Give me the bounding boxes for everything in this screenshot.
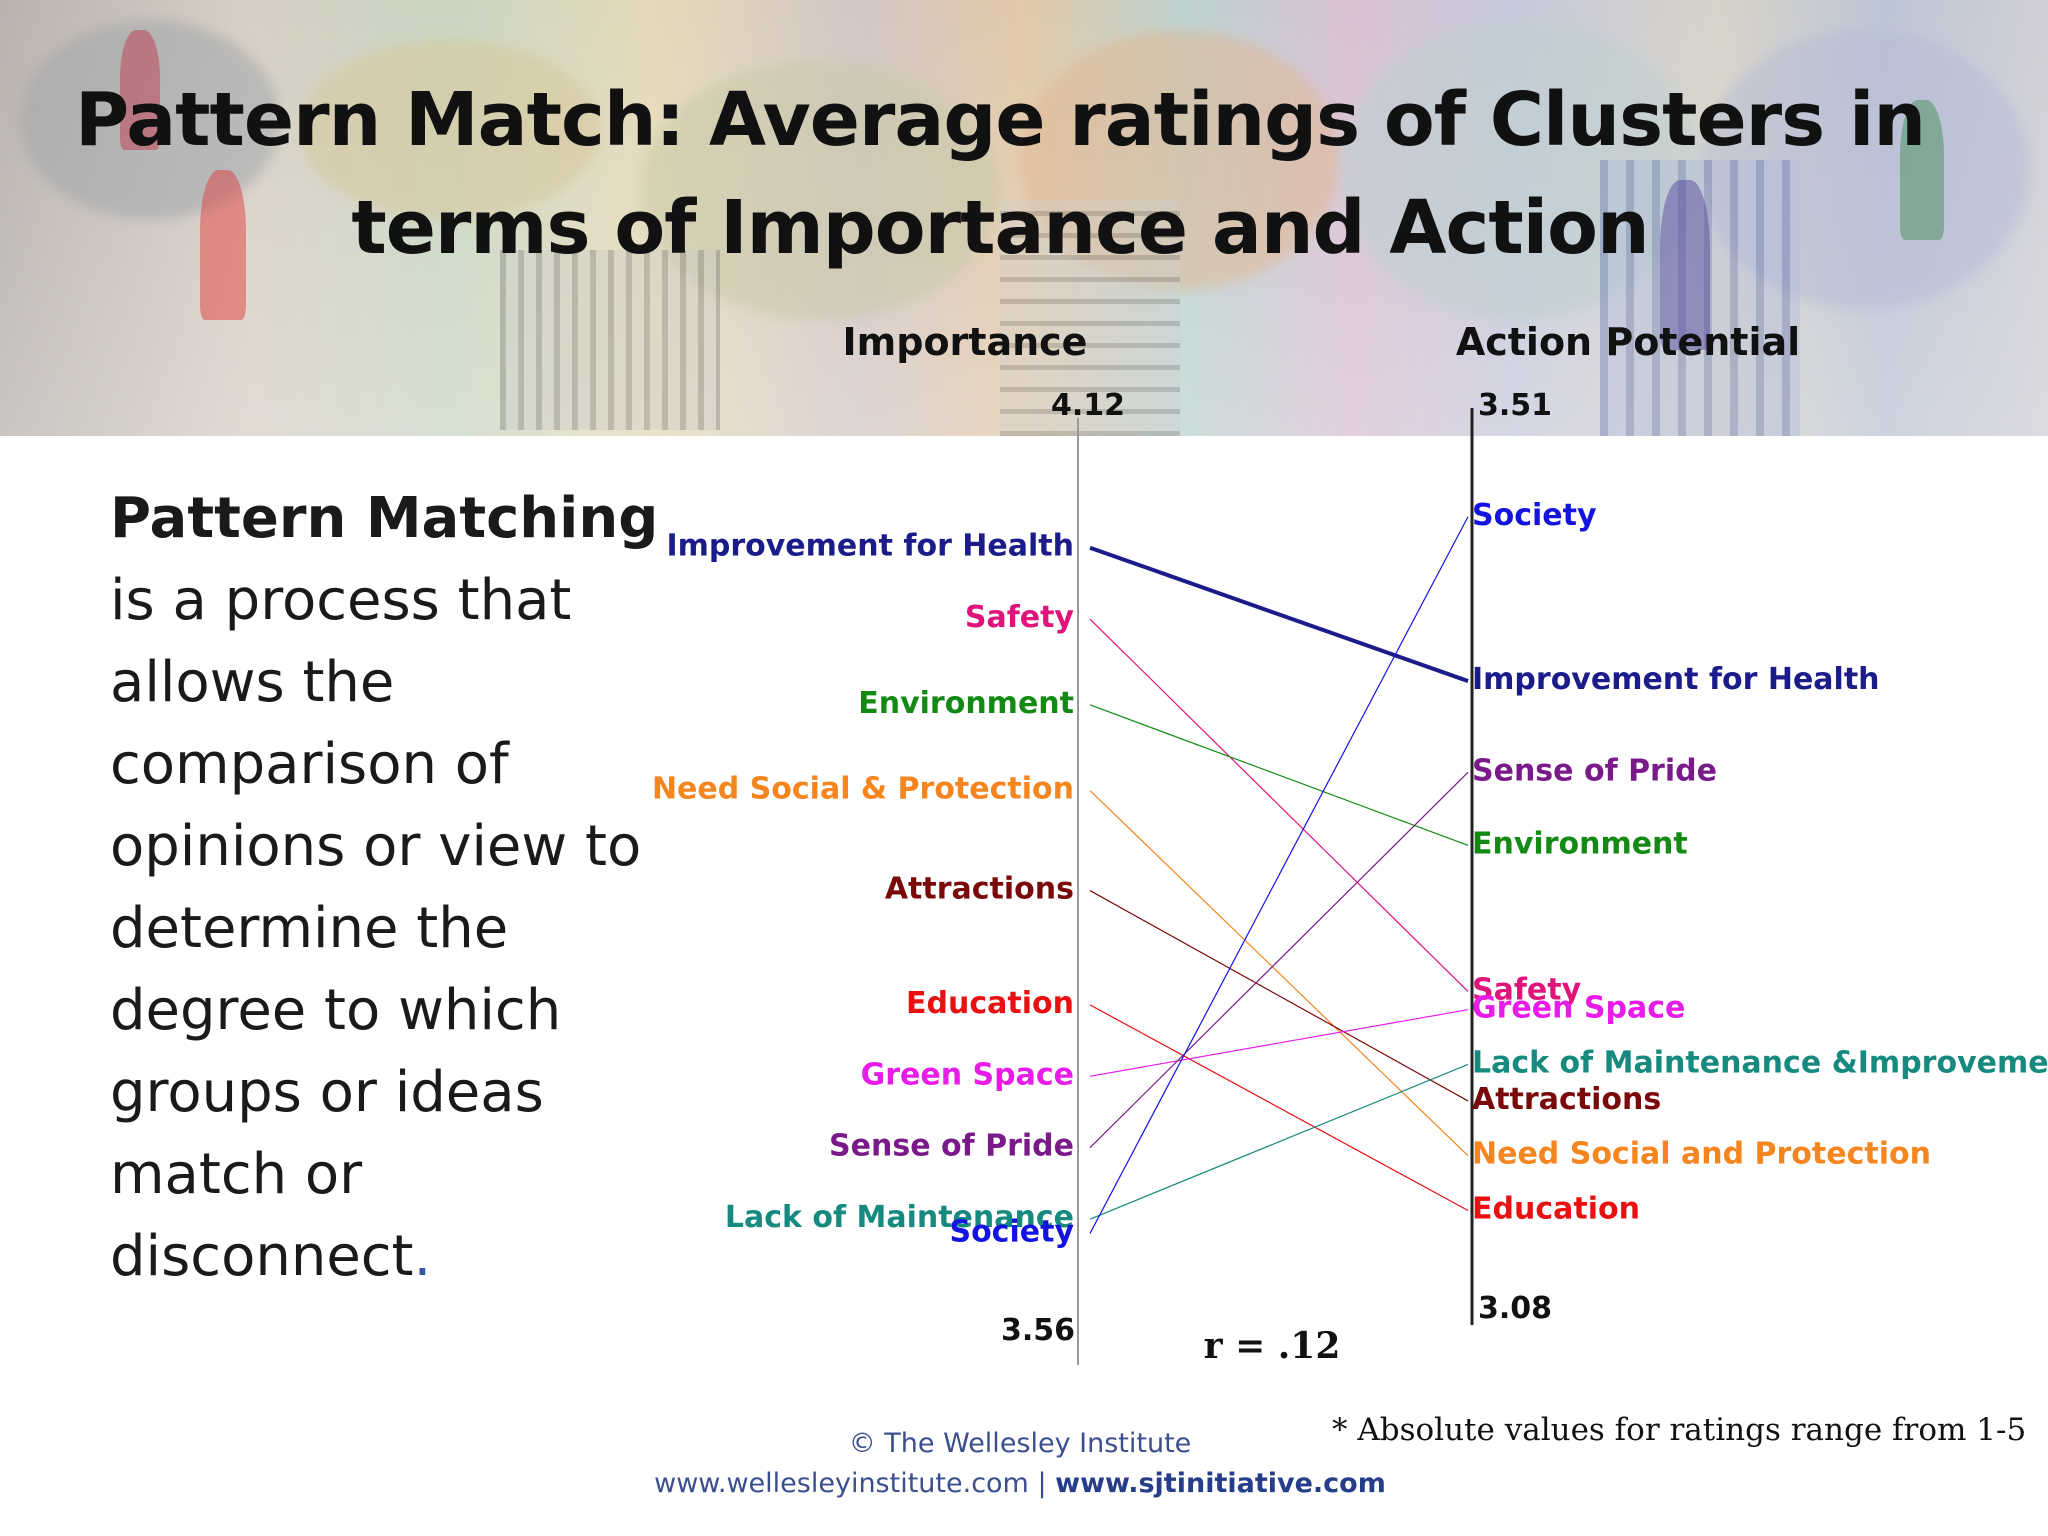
importance-min-label: 3.56 [1001, 1313, 1075, 1348]
action-label-pride: Sense of Pride [1472, 753, 1717, 788]
importance-label-maintenance: Lack of Maintenance [725, 1200, 1074, 1235]
collage-shape [1020, 30, 1340, 290]
connector-safety [1089, 618, 1469, 992]
description-line: match or [110, 1142, 363, 1207]
building-graphic [1000, 200, 1180, 436]
action-label-need: Need Social and Protection [1472, 1137, 1931, 1172]
importance-label-health: Improvement for Health [666, 529, 1074, 564]
importance-label-pride: Sense of Pride [829, 1129, 1074, 1164]
connector-green [1089, 1009, 1469, 1077]
connector-maintenance [1089, 1063, 1469, 1220]
footer-separator: | [1028, 1468, 1056, 1499]
action-label-green: Green Space [1472, 991, 1685, 1026]
importance-label-need: Need Social & Protection [652, 772, 1074, 807]
footer-copyright: © The Wellesley Institute [848, 1428, 1192, 1459]
person-figure [1900, 100, 1944, 240]
connector-pride [1089, 771, 1469, 1149]
description-lead: Pattern Matching [110, 486, 659, 551]
importance-label-attractions: Attractions [885, 872, 1074, 907]
description-line: degree to which [110, 978, 562, 1043]
action-label-environment: Environment [1472, 826, 1688, 861]
collage-shape [20, 20, 280, 220]
chart-labels: Improvement for Health Improvement for He… [652, 498, 2048, 1250]
slide-title-line-2: terms of Importance and Action [351, 185, 1649, 271]
header-collage-image [0, 0, 2048, 436]
description-line: opinions or view to [110, 814, 642, 879]
action-potential-min-label: 3.08 [1478, 1291, 1552, 1326]
footer-link-wellesley[interactable]: www.wellesleyinstitute.com [654, 1468, 1029, 1499]
connector-health [1089, 545, 1469, 683]
description-line-last: disconnect. [110, 1216, 670, 1298]
importance-label-society: Society [949, 1214, 1074, 1249]
importance-axis-title: Importance [843, 320, 1088, 364]
action-label-health: Improvement for Health [1472, 662, 1880, 697]
description-period: . [413, 1224, 432, 1289]
footer-link-sjtinitiative[interactable]: www.sjtinitiative.com [1055, 1468, 1386, 1499]
action-label-maintenance: Lack of Maintenance &Improvement [1472, 1045, 2048, 1080]
connector-environment [1089, 704, 1469, 846]
footer-links: www.wellesleyinstitute.com | www.sjtinit… [560, 1468, 1480, 1499]
building-graphic [1600, 160, 1800, 436]
correlation-label: r = .12 [1204, 1325, 1341, 1367]
collage-shape [300, 40, 600, 220]
description-last-word: disconnect [110, 1224, 414, 1289]
collage-shape [1340, 20, 1700, 320]
action-potential-axis-title: Action Potential [1456, 320, 1800, 364]
description-line: allows the [110, 650, 395, 715]
slide-title-line-1: Pattern Match: Average ratings of Cluste… [74, 77, 1926, 163]
action-label-society: Society [1472, 498, 1597, 533]
ratings-footnote: * Absolute values for ratings range from… [1332, 1412, 2027, 1448]
importance-label-green: Green Space [861, 1057, 1074, 1092]
description-line: comparison of [110, 732, 509, 797]
action-label-education: Education [1472, 1191, 1640, 1226]
description-line: is a process that [110, 568, 572, 633]
collage-shape [1700, 30, 2030, 310]
importance-label-safety: Safety [965, 600, 1075, 635]
slide-title: Pattern Match: Average ratings of Cluste… [0, 66, 2000, 282]
action-potential-max-label: 3.51 [1478, 388, 1552, 423]
connector-attractions [1089, 890, 1469, 1102]
connector-society [1089, 516, 1469, 1234]
person-figure [200, 170, 246, 320]
description-line: determine the [110, 896, 509, 961]
connector-education [1089, 1004, 1469, 1212]
action-label-attractions: Attractions [1472, 1082, 1661, 1117]
chart-axes: Importance Action Potential 4.12 3.56 3.51 3.… [843, 320, 1801, 1367]
pattern-matching-description: Pattern Matching is a process that allow… [110, 478, 670, 1298]
person-figure [120, 30, 160, 150]
importance-label-education: Education [906, 986, 1074, 1021]
collage-shape [640, 60, 1000, 320]
person-figure [1660, 180, 1710, 350]
action-label-safety: Safety [1472, 972, 1582, 1007]
description-line: groups or ideas [110, 1060, 544, 1125]
importance-max-label: 4.12 [1051, 388, 1125, 423]
building-graphic [500, 250, 720, 430]
connector-need [1089, 790, 1469, 1157]
chart-connector-lines [1089, 516, 1469, 1234]
importance-label-environment: Environment [858, 686, 1074, 721]
